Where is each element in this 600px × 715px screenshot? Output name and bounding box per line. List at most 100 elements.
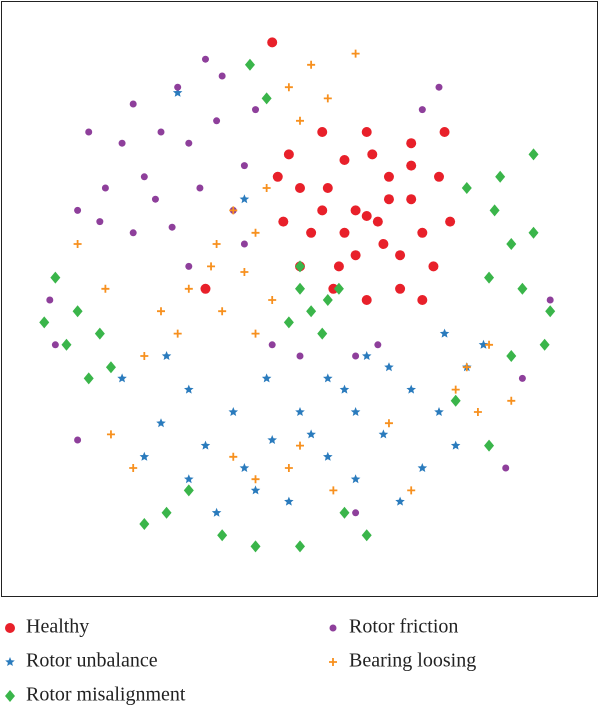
point bbox=[211, 507, 222, 517]
point bbox=[417, 227, 428, 238]
point bbox=[157, 128, 165, 136]
point bbox=[329, 486, 338, 495]
point bbox=[283, 316, 294, 329]
point bbox=[196, 184, 204, 192]
point bbox=[506, 238, 517, 250]
point bbox=[307, 60, 316, 69]
point bbox=[251, 329, 260, 338]
point bbox=[406, 160, 417, 171]
legend-label: Rotor unbalance bbox=[26, 650, 158, 672]
point bbox=[328, 283, 339, 294]
point bbox=[374, 341, 382, 349]
point bbox=[323, 451, 333, 461]
point bbox=[267, 435, 277, 444]
legend-item: Healthy bbox=[5, 616, 89, 638]
point bbox=[251, 228, 260, 237]
point bbox=[250, 485, 261, 495]
point bbox=[74, 436, 82, 444]
point bbox=[406, 384, 416, 394]
point bbox=[239, 463, 250, 472]
point bbox=[151, 195, 159, 203]
point bbox=[213, 117, 221, 125]
point bbox=[296, 116, 304, 125]
legend-item: Rotor misalignment bbox=[5, 684, 186, 706]
point bbox=[317, 205, 328, 216]
point bbox=[172, 87, 183, 97]
point bbox=[200, 440, 211, 450]
point bbox=[267, 37, 278, 48]
point bbox=[105, 361, 116, 374]
point bbox=[252, 106, 260, 114]
point bbox=[473, 408, 482, 416]
point bbox=[439, 127, 450, 137]
point bbox=[333, 282, 344, 295]
point bbox=[117, 373, 127, 383]
point bbox=[140, 173, 148, 181]
point bbox=[296, 441, 304, 450]
point bbox=[295, 282, 305, 295]
legend-marker bbox=[329, 624, 337, 632]
point bbox=[268, 296, 277, 304]
plot-frame bbox=[1, 1, 598, 597]
point bbox=[507, 396, 516, 405]
point bbox=[495, 170, 506, 183]
point bbox=[350, 474, 361, 484]
point bbox=[174, 83, 182, 91]
point bbox=[339, 227, 350, 238]
point bbox=[201, 55, 209, 63]
point bbox=[417, 463, 428, 472]
point bbox=[351, 49, 360, 58]
point bbox=[323, 94, 332, 103]
point bbox=[546, 296, 554, 304]
point bbox=[306, 305, 317, 318]
point bbox=[173, 329, 182, 338]
point bbox=[378, 429, 389, 439]
point bbox=[395, 283, 406, 294]
point bbox=[322, 183, 333, 193]
point bbox=[383, 171, 394, 182]
point bbox=[129, 100, 137, 108]
point bbox=[439, 328, 450, 338]
point bbox=[461, 182, 472, 194]
point bbox=[161, 351, 172, 360]
point bbox=[139, 518, 150, 530]
point bbox=[384, 362, 394, 372]
legend-item: Rotor unbalance bbox=[5, 650, 158, 672]
point bbox=[489, 204, 500, 217]
point bbox=[418, 106, 426, 114]
point bbox=[339, 155, 350, 165]
point bbox=[139, 451, 150, 461]
point bbox=[73, 240, 82, 248]
point bbox=[434, 171, 444, 182]
point bbox=[106, 430, 115, 439]
legend-marker bbox=[5, 623, 15, 633]
point bbox=[140, 352, 149, 360]
point bbox=[428, 261, 439, 272]
point bbox=[268, 341, 276, 349]
legend-marker bbox=[5, 690, 15, 702]
legend-label: Rotor misalignment bbox=[26, 684, 186, 706]
point bbox=[518, 374, 526, 382]
point bbox=[250, 540, 261, 553]
point bbox=[129, 229, 137, 237]
point bbox=[156, 418, 166, 428]
point bbox=[383, 194, 394, 205]
point bbox=[317, 127, 328, 137]
point bbox=[296, 352, 304, 360]
point bbox=[502, 464, 510, 472]
point bbox=[272, 171, 283, 182]
point bbox=[39, 316, 50, 329]
point bbox=[295, 183, 305, 193]
point bbox=[451, 385, 460, 394]
point bbox=[184, 284, 193, 293]
point bbox=[184, 384, 194, 394]
point bbox=[283, 149, 294, 160]
point bbox=[323, 373, 333, 383]
point bbox=[240, 162, 248, 170]
point bbox=[96, 218, 104, 226]
point bbox=[339, 506, 350, 519]
point bbox=[450, 394, 461, 407]
point bbox=[395, 250, 406, 261]
